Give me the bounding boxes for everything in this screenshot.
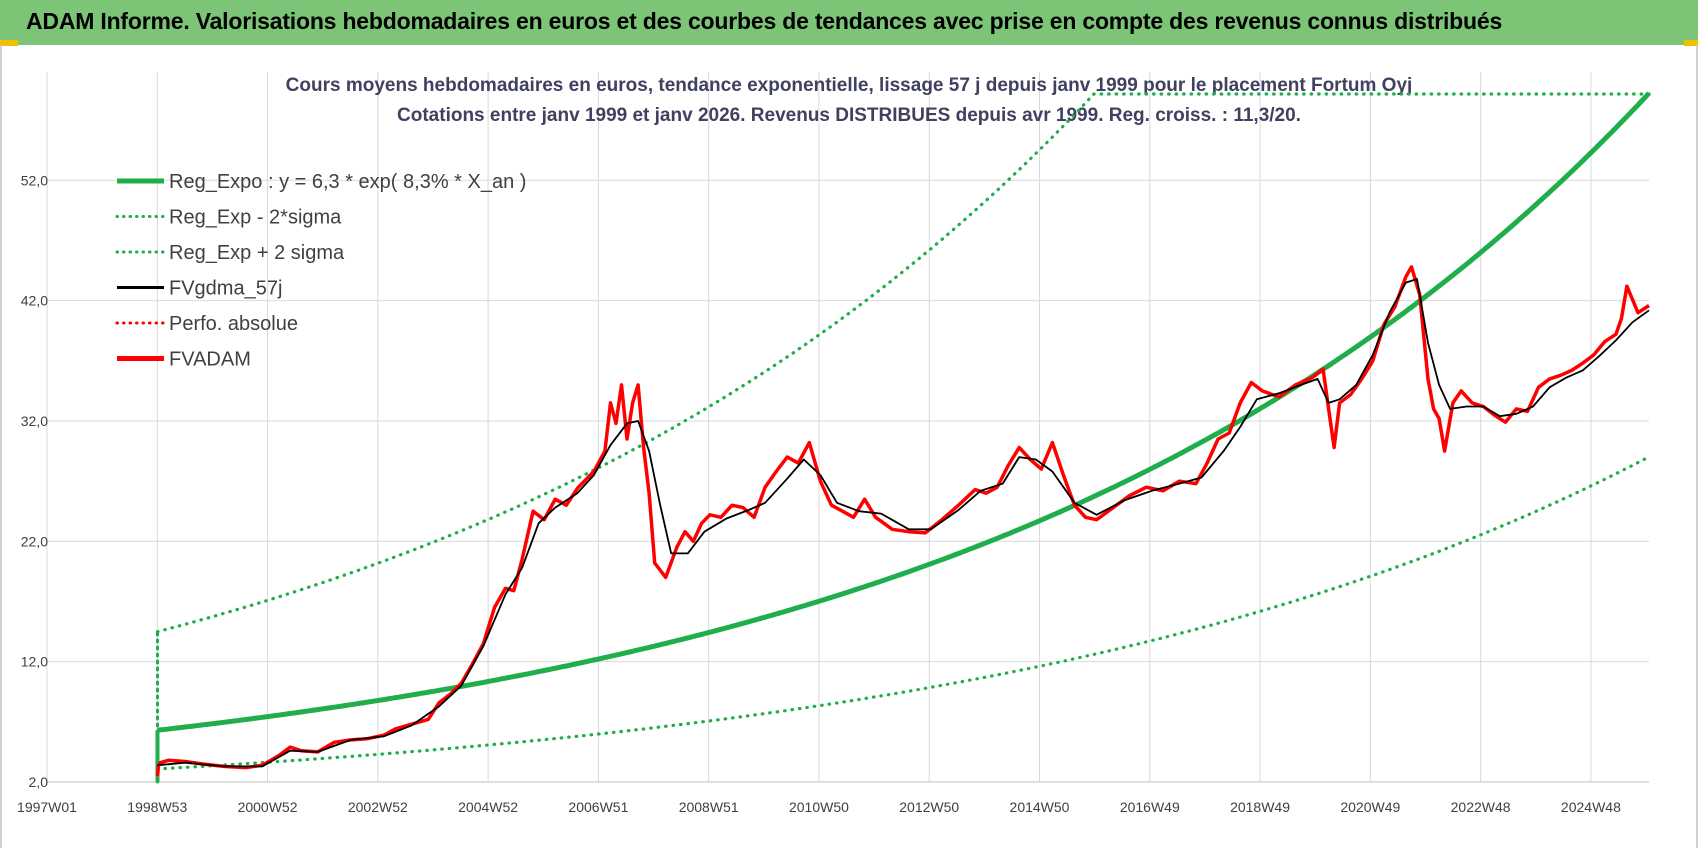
series-reg-expo [157,91,1651,733]
legend-label: Perfo. absolue [169,313,298,335]
series-fvadam [155,265,1650,777]
legend-label: FVADAM [169,349,251,371]
y-tick-label: 42,0 [21,293,48,309]
x-tick-label: 2020W49 [1340,799,1400,815]
x-tick-label: 1998W53 [127,799,187,815]
y-tick-label: 22,0 [21,533,48,549]
x-tick-labels: 1997W01 1998W53 2000W52 2002W52 2004W52 2006W… [17,799,1621,815]
x-tick-label: 2014W50 [1010,799,1070,815]
legend-label: Reg_Exp + 2 sigma [169,242,345,264]
series-reg-minus-2sigma [155,455,1651,771]
x-tick-label: 2018W49 [1230,799,1290,815]
page-title: ADAM Informe. Valorisations hebdomadaire… [26,8,1503,34]
x-tick-label: 2000W52 [238,799,298,815]
x-tick-label: 2024W48 [1561,799,1621,815]
legend: Reg_Expo : y = 6,3 * exp( 8,3% * X_an ) R… [115,171,526,371]
x-tick-label: 2022W48 [1451,799,1511,815]
series-layer [155,91,1651,784]
x-tick-label: 1997W01 [17,799,77,815]
y-tick-labels: 2,0 12,0 22,0 32,0 42,0 52,0 [21,172,48,790]
corner-marker-left [0,40,18,46]
corner-marker-right [1684,40,1698,46]
x-tick-label: 2012W50 [899,799,959,815]
chart-frame [0,45,1698,848]
header-banner: ADAM Informe. Valorisations hebdomadaire… [0,0,1698,45]
x-tick-label: 2010W50 [789,799,849,815]
x-tick-label: 2006W51 [568,799,628,815]
x-tick-label: 2016W49 [1120,799,1180,815]
series-reg-plus-2sigma [155,92,1651,634]
x-tick-label: 2008W51 [679,799,739,815]
x-tick-label: 2002W52 [348,799,408,815]
series-fvgdma-57j [157,278,1650,768]
chart-title-line1: Cours moyens hebdomadaires en euros, ten… [286,75,1413,96]
y-tick-label: 52,0 [21,172,48,188]
legend-label: Reg_Exp - 2*sigma [169,207,342,229]
y-gridlines [47,179,1649,663]
y-tick-label: 32,0 [21,413,48,429]
chart-title-line2: Cotations entre janv 1999 et janv 2026. … [397,105,1301,126]
legend-label: FVgdma_57j [169,278,282,300]
legend-label: Reg_Expo : y = 6,3 * exp( 8,3% * X_an ) [169,171,526,193]
x-tick-label: 2004W52 [458,799,518,815]
y-tick-label: 2,0 [29,774,49,790]
x-gridlines [46,72,1592,782]
y-tick-label: 12,0 [21,654,48,670]
